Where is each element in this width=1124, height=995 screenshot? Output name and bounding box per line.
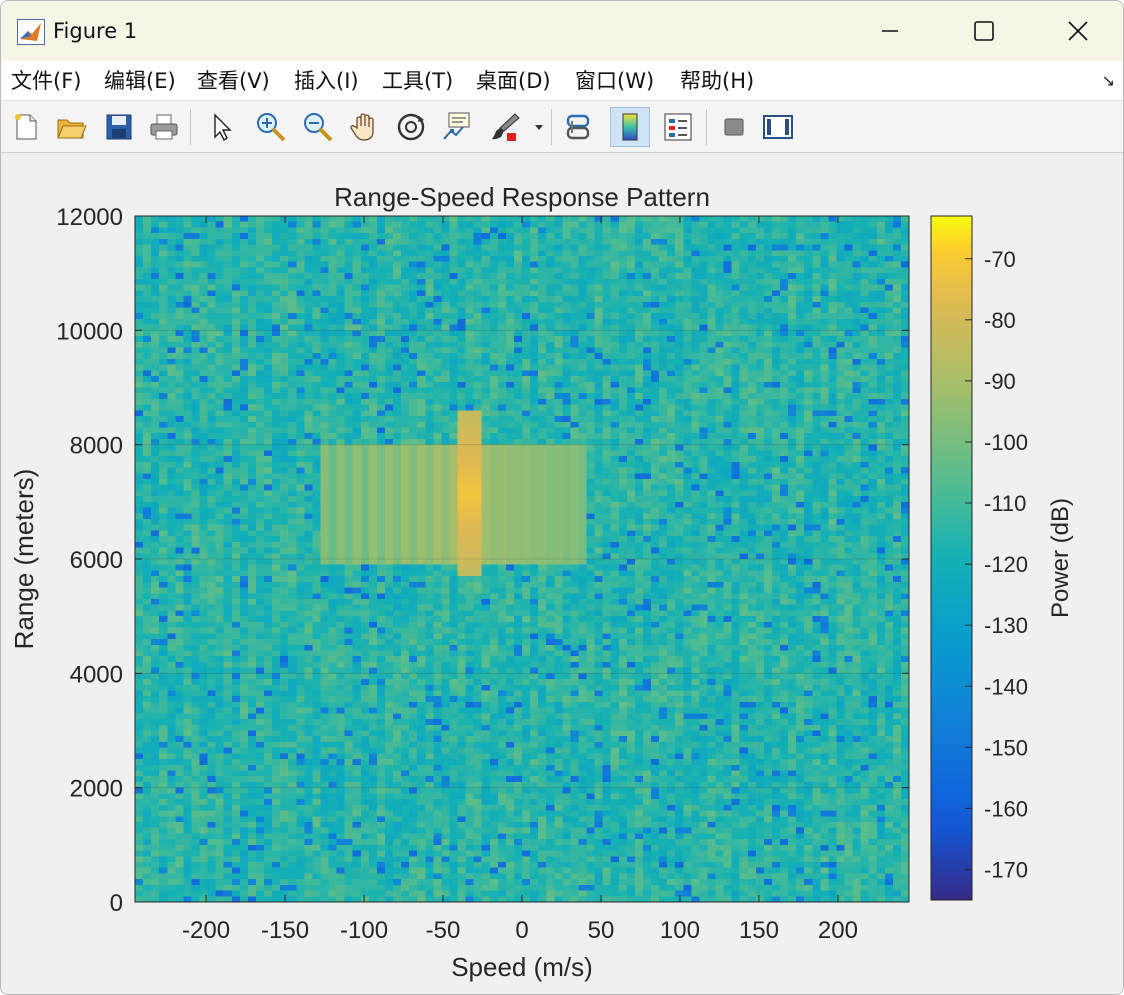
menu-help[interactable]: 帮助(H) [680, 69, 755, 93]
range-speed-plot[interactable]: -200 -150 -100 -50 0 50 100 150 2000200040006000… [1, 154, 1124, 995]
x-tick-label: 150 [739, 917, 779, 944]
y-tick-label: 0 [110, 890, 123, 917]
colorbar-tick-label: -110 [984, 491, 1026, 516]
x-tick-label: -100 [340, 917, 388, 944]
colorbar-tick-label: -100 [984, 430, 1028, 455]
colorbar[interactable] [930, 215, 973, 901]
select-arrow-icon [214, 113, 232, 142]
y-axis-label: Range (meters) [9, 469, 39, 650]
menu-edit[interactable]: 编辑(E) [104, 69, 176, 93]
hide-plot-tools-button[interactable] [714, 107, 754, 147]
insert-legend-button[interactable] [658, 107, 698, 147]
maximize-button[interactable] [937, 1, 1031, 61]
colorbar-label: Power (dB) [1047, 498, 1074, 618]
select-button[interactable] [200, 107, 240, 147]
window-title: Figure 1 [53, 19, 138, 43]
menu-bar: 文件(F) 编辑(E) 查看(V) 插入(I) 工具(T) 桌面(D) 窗口(W… [1, 61, 1123, 101]
x-tick-label: 200 [818, 917, 858, 944]
x-axis-label: Speed (m/s) [451, 952, 593, 982]
rotate-3d-button[interactable] [391, 107, 431, 147]
insert-colorbar-button[interactable] [610, 107, 650, 147]
colorbar-tick-label: -140 [984, 674, 1028, 699]
title-bar[interactable]: Figure 1 [1, 1, 1123, 61]
menu-desktop[interactable]: 桌面(D) [476, 69, 551, 93]
brush-icon [492, 113, 520, 141]
toolbar-separator [551, 109, 552, 145]
x-tick-label: 50 [588, 917, 615, 944]
y-tick-label: 12000 [56, 204, 123, 231]
hide-plot-tools-icon [724, 118, 744, 136]
x-tick-label: -150 [261, 917, 309, 944]
data-cursor-button[interactable] [437, 107, 477, 147]
zoom-out-icon [304, 113, 333, 142]
brush-button[interactable] [485, 107, 525, 147]
maximize-icon [974, 21, 994, 41]
rotate-3d-icon [397, 113, 425, 141]
pan-hand-icon [350, 113, 374, 141]
insert-colorbar-icon [622, 113, 638, 141]
colorbar-tick-label: -130 [984, 613, 1028, 638]
toolbar-separator [190, 109, 191, 145]
x-tick-label: -50 [426, 917, 461, 944]
toolbar-separator [706, 109, 707, 145]
zoom-in-icon [257, 113, 286, 142]
new-figure-icon [15, 114, 37, 140]
zoom-out-button[interactable] [298, 107, 338, 147]
new-figure-button[interactable] [6, 107, 46, 147]
pan-button[interactable] [345, 107, 385, 147]
open-file-button[interactable] [51, 107, 91, 147]
colorbar-tick-label: -150 [984, 735, 1028, 760]
link-plot-icon [566, 114, 590, 140]
menu-view[interactable]: 查看(V) [197, 69, 270, 93]
brush-dropdown-button[interactable] [529, 107, 549, 147]
figure-canvas: -200 -150 -100 -50 0 50 100 150 200 0 2000 4000 6000… [1, 154, 1124, 995]
link-plot-button[interactable] [558, 107, 598, 147]
y-tick-label: 6000 [70, 547, 123, 574]
zoom-in-button[interactable] [251, 107, 291, 147]
close-icon [1068, 21, 1088, 41]
colorbar-tick-label: -170 [984, 857, 1028, 882]
y-tick-label: 4000 [70, 661, 123, 688]
brush-dropdown-icon [535, 125, 543, 130]
data-cursor-icon [443, 112, 470, 140]
y-tick-label: 8000 [70, 433, 123, 460]
minimize-icon [882, 30, 898, 32]
colorbar-tick-label: -90 [984, 369, 1016, 394]
colorbar-tick-label: -160 [984, 796, 1028, 821]
menu-insert[interactable]: 插入(I) [294, 69, 359, 93]
show-plot-tools-button[interactable] [758, 107, 798, 147]
colorbar-tick-label: -70 [984, 247, 1016, 272]
x-tick-label: 0 [515, 917, 528, 944]
matlab-icon [17, 19, 45, 45]
minimize-button[interactable] [843, 1, 937, 61]
print-button[interactable] [144, 107, 184, 147]
x-tick-label: -200 [182, 917, 230, 944]
close-button[interactable] [1031, 1, 1123, 61]
y-tick-label: 2000 [70, 776, 123, 803]
heatmap-image [135, 216, 909, 902]
y-tick-label: 10000 [56, 318, 123, 345]
x-tick-label: 100 [660, 917, 700, 944]
dock-arrow-icon[interactable]: ↘ [1101, 71, 1115, 90]
open-file-icon [57, 119, 87, 139]
save-icon [106, 114, 132, 140]
menu-file[interactable]: 文件(F) [11, 69, 82, 93]
chart-title: Range-Speed Response Pattern [334, 182, 710, 212]
colorbar-tick-label: -80 [984, 308, 1016, 333]
print-icon [150, 114, 178, 140]
colorbar-tick-label: -120 [984, 552, 1028, 577]
figure-toolbar [1, 101, 1123, 153]
show-plot-tools-icon [763, 115, 793, 139]
insert-legend-icon [664, 113, 692, 141]
menu-tools[interactable]: 工具(T) [382, 69, 454, 93]
save-button[interactable] [99, 107, 139, 147]
menu-window[interactable]: 窗口(W) [575, 69, 655, 93]
